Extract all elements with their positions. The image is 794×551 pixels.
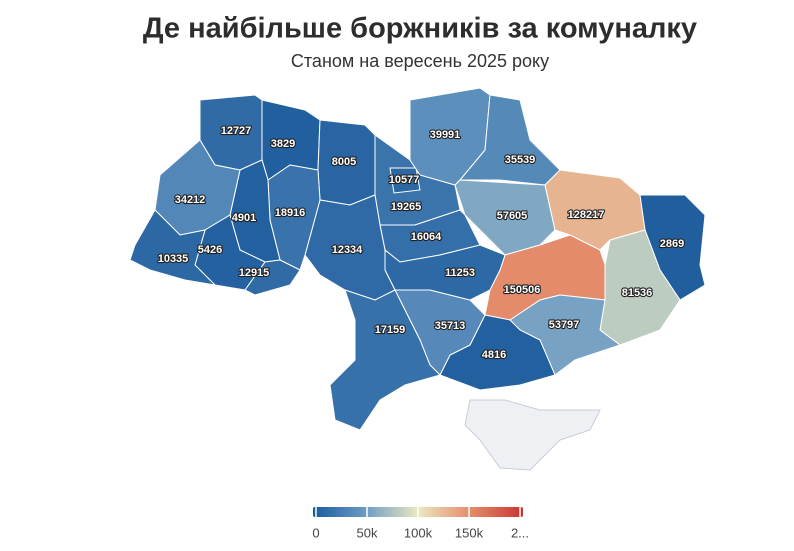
value-label: 11253 <box>445 267 475 279</box>
regions <box>129 87 706 471</box>
value-label: 17159 <box>375 324 406 336</box>
value-label: 150506 <box>504 284 541 296</box>
value-label: 18916 <box>275 207 306 219</box>
chart-subtitle: Станом на вересень 2025 року <box>291 51 549 71</box>
value-label: 35713 <box>435 320 466 332</box>
region <box>389 167 421 194</box>
chart-title: Де найбільше боржників за комуналку <box>143 13 697 45</box>
value-label: 5426 <box>198 244 222 256</box>
value-label: 10577 <box>389 174 420 186</box>
value-label: 8005 <box>332 156 356 168</box>
region <box>129 209 217 286</box>
value-label: 4901 <box>232 212 256 224</box>
value-label: 12915 <box>239 267 270 279</box>
labels: 12727 3829 8005 19265 10577 39991 35539 57605 12… <box>157 124 686 362</box>
value-label: 34212 <box>175 194 206 206</box>
value-label: 39991 <box>430 129 461 141</box>
region <box>329 289 441 431</box>
region <box>304 194 396 301</box>
value-label: 12727 <box>221 125 252 137</box>
colorbar-tick-label: 50k <box>357 525 378 540</box>
colorbar: 0 50k 100k 150k 2... <box>312 507 529 540</box>
colorbar-tick-label: 2... <box>511 525 529 540</box>
value-label: 128217 <box>568 209 605 221</box>
region <box>244 259 301 296</box>
value-label: 10335 <box>158 253 189 265</box>
colorbar-tick-label: 150k <box>455 525 484 540</box>
value-label: 19265 <box>391 201 422 213</box>
value-label: 2869 <box>660 238 684 250</box>
value-label: 35539 <box>505 154 536 166</box>
colorbar-tick-label: 100k <box>404 525 433 540</box>
no-data-region <box>464 399 601 471</box>
value-label: 57605 <box>497 210 528 222</box>
value-label: 16064 <box>411 231 442 243</box>
value-label: 53797 <box>549 319 580 331</box>
colorbar-tick-label: 0 <box>312 525 319 540</box>
value-label: 3829 <box>271 138 295 150</box>
value-label: 81536 <box>622 287 653 299</box>
value-label: 4816 <box>482 349 506 361</box>
value-label: 12334 <box>332 244 363 256</box>
